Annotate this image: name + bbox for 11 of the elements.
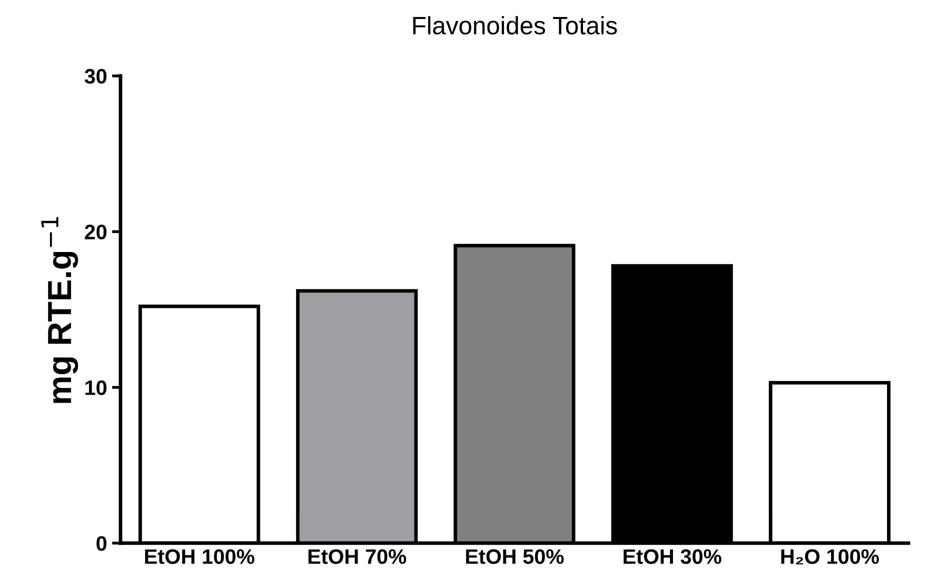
chart-title: Flavonoides Totais: [413, 16, 617, 34]
x-tick-label: EtOH 50%: [466, 549, 564, 564]
y-tick-label: 10: [85, 380, 106, 396]
y-tick-label: 20: [84, 224, 106, 240]
x-tick-label: EtOH 30%: [624, 549, 722, 564]
x-tick-label: H₂O 100%: [781, 549, 879, 564]
y-axis-title: mg RTE.g$^{−1}$: [41, 217, 78, 403]
y-tick-label: 30: [84, 68, 106, 84]
x-tick-label: EtOH 100%: [145, 549, 254, 564]
y-tick-label: 0: [96, 536, 106, 551]
x-tick-label: EtOH 70%: [308, 549, 406, 564]
